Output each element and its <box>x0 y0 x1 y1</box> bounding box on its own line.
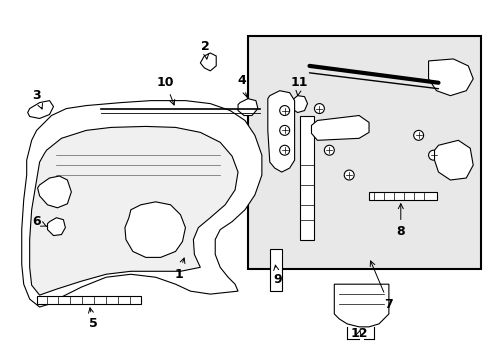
Circle shape <box>427 150 438 160</box>
Text: 4: 4 <box>237 74 247 97</box>
Polygon shape <box>30 126 238 295</box>
Circle shape <box>279 105 289 116</box>
Text: 10: 10 <box>157 76 174 105</box>
Text: 6: 6 <box>32 215 46 228</box>
Polygon shape <box>200 53 216 71</box>
Polygon shape <box>38 176 71 208</box>
Bar <box>368 192 436 200</box>
Circle shape <box>279 145 289 155</box>
Bar <box>37 296 141 304</box>
Circle shape <box>279 125 289 135</box>
Polygon shape <box>47 218 65 235</box>
Bar <box>299 116 314 239</box>
Circle shape <box>344 170 353 180</box>
Text: 5: 5 <box>88 308 97 330</box>
Circle shape <box>314 104 324 113</box>
Circle shape <box>324 145 334 155</box>
Polygon shape <box>289 96 307 113</box>
Text: 1: 1 <box>174 258 184 281</box>
Polygon shape <box>311 116 368 140</box>
Circle shape <box>413 130 423 140</box>
Bar <box>247 36 480 269</box>
Polygon shape <box>28 100 53 118</box>
Text: 9: 9 <box>273 265 282 286</box>
Polygon shape <box>21 100 262 307</box>
Polygon shape <box>238 99 257 116</box>
Polygon shape <box>124 202 185 257</box>
Text: 8: 8 <box>396 204 404 238</box>
Text: 3: 3 <box>32 89 42 109</box>
Text: 7: 7 <box>369 261 392 311</box>
Text: 2: 2 <box>201 40 209 59</box>
Text: 11: 11 <box>290 76 308 96</box>
Bar <box>269 249 281 291</box>
Polygon shape <box>267 91 294 172</box>
Polygon shape <box>434 140 472 180</box>
Text: 12: 12 <box>349 327 367 340</box>
Polygon shape <box>427 59 472 96</box>
Polygon shape <box>334 284 388 327</box>
